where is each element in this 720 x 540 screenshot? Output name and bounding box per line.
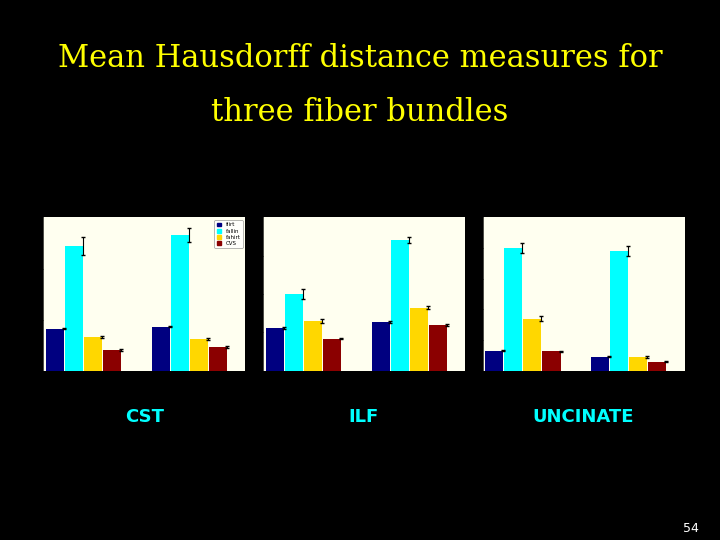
Bar: [103, 350, 121, 371]
Text: CST: CST: [125, 408, 164, 426]
Bar: [304, 321, 322, 371]
Bar: [323, 339, 341, 371]
Bar: [66, 246, 84, 371]
Text: 54: 54: [683, 522, 698, 535]
Bar: [542, 351, 560, 371]
Title: mean Hausdorff distances for the ilf: mean Hausdorff distances for the ilf: [307, 211, 420, 215]
Bar: [190, 339, 208, 371]
Bar: [523, 319, 541, 371]
Bar: [372, 322, 390, 371]
Bar: [46, 329, 64, 371]
Bar: [152, 327, 170, 371]
Bar: [591, 356, 609, 371]
Bar: [84, 337, 102, 371]
Bar: [648, 362, 666, 371]
Bar: [209, 347, 227, 371]
Bar: [410, 308, 428, 371]
Text: three fiber bundles: three fiber bundles: [211, 97, 509, 128]
Bar: [485, 350, 503, 371]
X-axis label: hemisphere: hemisphere: [124, 390, 165, 396]
Bar: [428, 325, 446, 371]
Bar: [171, 235, 189, 371]
Title: mean Hausdorff distances for the uncinate: mean Hausdorff distances for the uncinat…: [516, 211, 651, 215]
Bar: [629, 356, 647, 371]
Text: Mean Hausdorff distance measures for: Mean Hausdorff distance measures for: [58, 43, 662, 74]
X-axis label: hemisphere: hemisphere: [343, 390, 384, 396]
Y-axis label: mean Hausdorff distance (mm): mean Hausdorff distance (mm): [19, 251, 24, 338]
Bar: [610, 251, 629, 371]
Bar: [390, 240, 409, 371]
Text: UNCINATE: UNCINATE: [533, 408, 634, 426]
Legend: flirt, fallin, fahirt, CVS: flirt, fallin, fahirt, CVS: [215, 220, 243, 248]
Title: mean Hausdorff distances for the cst: mean Hausdorff distances for the cst: [86, 211, 203, 215]
Bar: [505, 248, 523, 371]
Bar: [266, 328, 284, 371]
Bar: [285, 294, 303, 371]
Text: ILF: ILF: [348, 408, 379, 426]
X-axis label: hemisphere: hemisphere: [563, 390, 604, 396]
